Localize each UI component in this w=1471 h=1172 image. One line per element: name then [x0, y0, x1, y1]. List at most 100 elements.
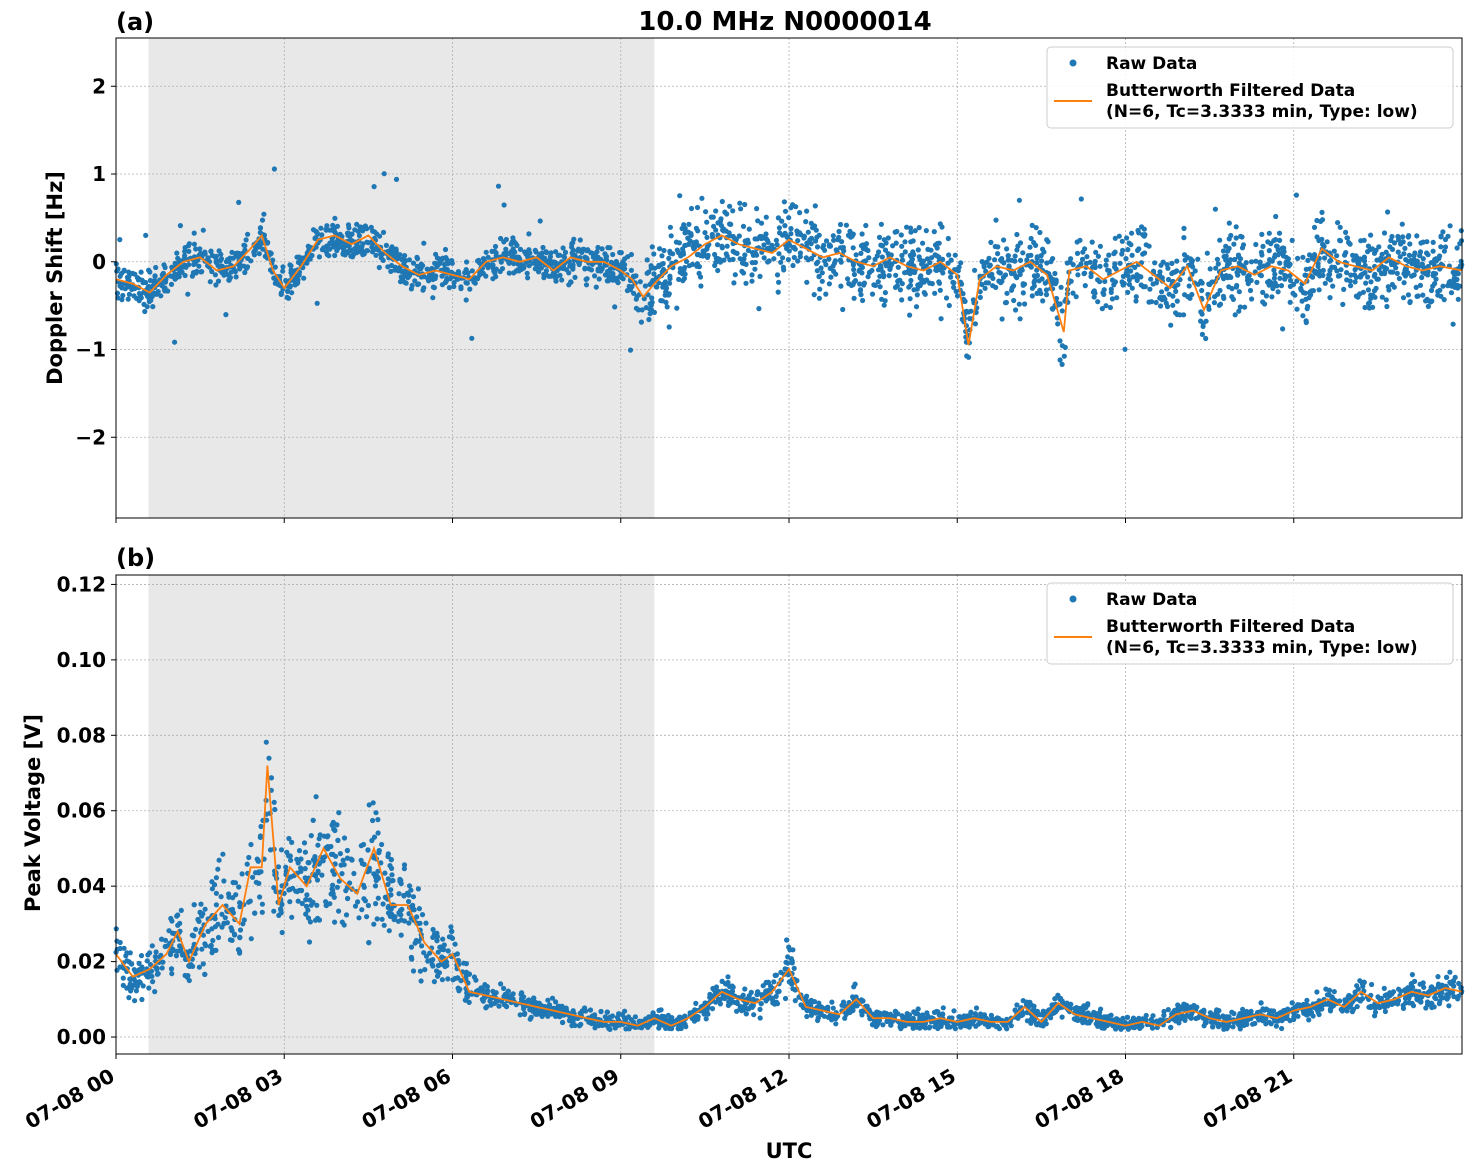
raw-point: [1146, 300, 1151, 305]
raw-point: [419, 943, 424, 948]
raw-point: [1361, 290, 1366, 295]
raw-point: [329, 240, 334, 245]
raw-point: [146, 268, 151, 273]
raw-point: [721, 228, 726, 233]
raw-point: [893, 273, 898, 278]
raw-point: [834, 247, 839, 252]
raw-point: [187, 241, 192, 246]
raw-point: [501, 986, 506, 991]
raw-point: [937, 281, 942, 286]
raw-point: [1147, 287, 1152, 292]
raw-point: [1317, 287, 1322, 292]
raw-point: [187, 978, 192, 983]
raw-point: [1218, 302, 1223, 307]
raw-point: [804, 280, 809, 285]
raw-point: [1334, 253, 1339, 258]
raw-point: [704, 235, 709, 240]
raw-point: [1286, 256, 1291, 261]
raw-point: [1149, 1017, 1154, 1022]
raw-point: [927, 1025, 932, 1030]
raw-point: [1402, 280, 1407, 285]
raw-point: [1158, 295, 1163, 300]
raw-point: [755, 236, 760, 241]
raw-point: [363, 898, 368, 903]
raw-point: [526, 231, 531, 236]
raw-point: [323, 227, 328, 232]
raw-point: [718, 219, 723, 224]
raw-point: [1295, 256, 1300, 261]
raw-point: [1103, 263, 1108, 268]
raw-point: [645, 257, 650, 262]
raw-point: [196, 264, 201, 269]
raw-point: [134, 988, 139, 993]
raw-point: [1221, 248, 1226, 253]
raw-point: [999, 259, 1004, 264]
raw-point: [857, 281, 862, 286]
raw-point: [604, 254, 609, 259]
raw-point: [1125, 290, 1130, 295]
raw-point: [352, 227, 357, 232]
raw-point: [402, 862, 407, 867]
raw-point: [1267, 231, 1272, 236]
raw-point: [1083, 283, 1088, 288]
raw-point: [798, 1002, 803, 1007]
raw-point: [1317, 1012, 1322, 1017]
raw-point: [797, 230, 802, 235]
raw-point: [1290, 238, 1295, 243]
raw-point: [309, 833, 314, 838]
raw-point: [1075, 251, 1080, 256]
raw-point: [859, 1012, 864, 1017]
raw-point: [880, 243, 885, 248]
raw-point: [809, 1013, 814, 1018]
raw-point: [143, 233, 148, 238]
raw-point: [440, 937, 445, 942]
raw-point: [1082, 246, 1087, 251]
raw-point: [1300, 255, 1305, 260]
raw-point: [373, 883, 378, 888]
raw-point: [1237, 261, 1242, 266]
raw-point: [496, 184, 501, 189]
raw-point: [335, 885, 340, 890]
raw-point: [1320, 217, 1325, 222]
raw-point: [801, 235, 806, 240]
raw-point: [953, 253, 958, 258]
raw-point: [571, 1018, 576, 1023]
raw-point: [276, 913, 281, 918]
raw-point: [1415, 294, 1420, 299]
raw-point: [1388, 238, 1393, 243]
raw-point: [828, 275, 833, 280]
raw-point: [629, 252, 634, 257]
raw-point: [1200, 280, 1205, 285]
raw-point: [776, 290, 781, 295]
raw-point: [186, 262, 191, 267]
raw-point: [946, 261, 951, 266]
raw-point: [712, 263, 717, 268]
raw-point: [932, 291, 937, 296]
raw-point: [1445, 234, 1450, 239]
raw-point: [1396, 987, 1401, 992]
raw-point: [1437, 288, 1442, 293]
raw-point: [379, 842, 384, 847]
raw-point: [850, 1008, 855, 1013]
raw-point: [920, 241, 925, 246]
raw-point: [169, 282, 174, 287]
raw-point: [160, 283, 165, 288]
raw-point: [749, 272, 754, 277]
raw-point: [446, 948, 451, 953]
raw-point: [491, 269, 496, 274]
raw-point: [139, 270, 144, 275]
raw-point: [561, 245, 566, 250]
raw-point: [804, 255, 809, 260]
raw-point: [432, 979, 437, 984]
raw-point: [845, 276, 850, 281]
raw-point: [411, 261, 416, 266]
raw-point: [1282, 249, 1287, 254]
raw-point: [1104, 258, 1109, 263]
raw-point: [1206, 307, 1211, 312]
raw-point: [1214, 1007, 1219, 1012]
raw-point: [279, 847, 284, 852]
raw-point: [559, 277, 564, 282]
raw-point: [152, 989, 157, 994]
raw-point: [611, 278, 616, 283]
raw-point: [286, 836, 291, 841]
